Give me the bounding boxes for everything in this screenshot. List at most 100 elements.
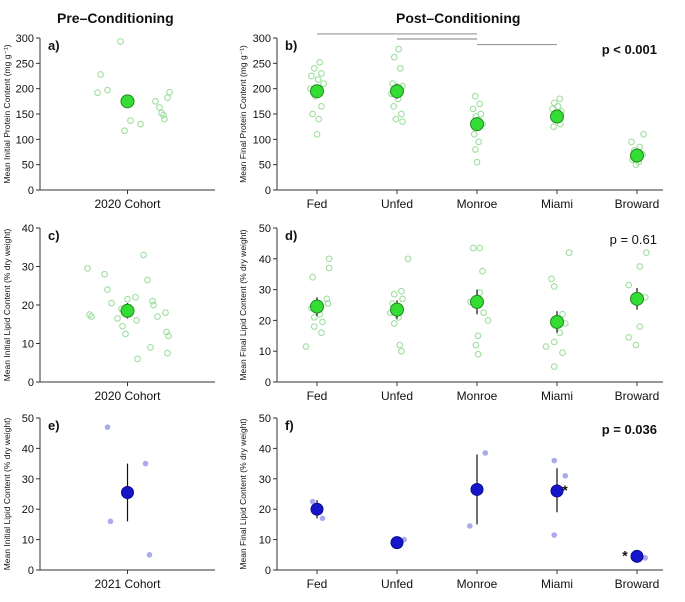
x-tick-label: Monroe bbox=[457, 577, 498, 591]
raw-data-point bbox=[548, 275, 555, 283]
raw-data-point bbox=[542, 343, 550, 350]
mean-data-point bbox=[310, 502, 324, 516]
raw-data-point bbox=[323, 295, 331, 303]
raw-data-point bbox=[133, 317, 140, 324]
raw-data-point bbox=[467, 523, 473, 529]
mean-data-point bbox=[550, 484, 564, 498]
raw-data-point bbox=[474, 332, 482, 340]
y-tick-label: 200 bbox=[253, 84, 271, 96]
mean-data-point bbox=[470, 294, 484, 309]
panel-label: b) bbox=[285, 38, 297, 53]
y-tick-label: 100 bbox=[16, 134, 34, 146]
mean-data-point bbox=[470, 482, 484, 496]
raw-data-point bbox=[390, 290, 398, 298]
x-tick-label: Unfed bbox=[381, 197, 413, 211]
raw-data-point bbox=[476, 100, 484, 108]
panel-d: 0 10 20 30 40 50 Mean Final Lipid Content (% d… bbox=[238, 223, 663, 403]
raw-data-point bbox=[395, 45, 403, 53]
y-tick-label: 0 bbox=[28, 377, 34, 389]
raw-data-point bbox=[309, 498, 316, 505]
p-value-annotation: p = 0.61 bbox=[610, 232, 657, 247]
raw-data-point bbox=[165, 332, 172, 340]
raw-data-point bbox=[396, 341, 404, 349]
y-tick-label: 0 bbox=[265, 565, 271, 577]
mean-data-point bbox=[550, 314, 564, 329]
panel-e: 0 10 20 30 40 50 Mean Initial Lipid Content (%… bbox=[2, 413, 215, 591]
y-tick-label: 300 bbox=[253, 33, 271, 45]
x-tick-label: Monroe bbox=[457, 197, 498, 211]
raw-data-point bbox=[149, 297, 156, 305]
raw-data-point bbox=[482, 450, 489, 456]
raw-data-point bbox=[550, 338, 558, 346]
y-tick-label: 40 bbox=[259, 443, 271, 455]
raw-data-point bbox=[320, 80, 327, 87]
y-tick-label: 30 bbox=[22, 474, 34, 486]
raw-data-point bbox=[147, 344, 154, 351]
header-pre-conditioning: Pre–Conditioning bbox=[57, 10, 174, 26]
raw-data-point bbox=[636, 263, 644, 270]
raw-data-point bbox=[150, 301, 157, 309]
raw-data-point bbox=[476, 289, 484, 297]
panel-b: 0 50 100 150 200 250 300 Mean Final Protein Con… bbox=[238, 33, 663, 211]
raw-data-point bbox=[137, 120, 144, 128]
raw-data-point bbox=[158, 109, 165, 117]
header-post-conditioning: Post–Conditioning bbox=[396, 10, 521, 26]
p-value-annotation: p < 0.001 bbox=[602, 42, 657, 57]
mean-data-point bbox=[390, 536, 404, 550]
raw-data-point bbox=[390, 103, 398, 110]
mean-data-point bbox=[630, 291, 644, 306]
raw-data-point bbox=[472, 341, 480, 349]
raw-data-point bbox=[550, 283, 558, 290]
panel-label: e) bbox=[48, 418, 60, 433]
y-tick-label: 30 bbox=[22, 262, 34, 274]
raw-data-point bbox=[562, 472, 569, 479]
raw-data-point bbox=[140, 251, 147, 259]
x-tick-label: Miami bbox=[541, 389, 573, 403]
y-tick-label: 10 bbox=[259, 535, 271, 547]
raw-data-point bbox=[554, 103, 562, 110]
raw-data-point bbox=[114, 315, 121, 322]
raw-data-point bbox=[309, 110, 316, 118]
y-tick-label: 150 bbox=[16, 109, 34, 121]
x-tick-label: 2021 Cohort bbox=[94, 577, 161, 591]
raw-data-point bbox=[550, 123, 558, 131]
raw-data-point bbox=[163, 328, 170, 336]
raw-data-point bbox=[121, 127, 128, 135]
y-tick-label: 40 bbox=[22, 223, 34, 235]
raw-data-point bbox=[315, 115, 323, 123]
mean-data-point bbox=[550, 109, 564, 124]
panel-label: d) bbox=[285, 228, 297, 243]
raw-data-point bbox=[469, 244, 477, 252]
raw-data-point bbox=[160, 111, 167, 119]
raw-data-point bbox=[625, 281, 633, 289]
raw-data-point bbox=[162, 309, 169, 317]
raw-data-point bbox=[156, 104, 163, 111]
raw-data-point bbox=[484, 317, 492, 324]
raw-data-point bbox=[152, 97, 159, 105]
raw-data-point bbox=[396, 65, 404, 72]
raw-data-point bbox=[399, 295, 406, 303]
raw-data-point bbox=[559, 310, 566, 318]
y-tick-label: 10 bbox=[259, 346, 271, 358]
raw-data-point bbox=[470, 130, 478, 138]
raw-data-point bbox=[124, 295, 131, 303]
raw-data-point bbox=[319, 318, 326, 326]
y-tick-label: 0 bbox=[265, 185, 271, 197]
y-tick-label: 50 bbox=[22, 160, 34, 172]
mean-data-point bbox=[310, 84, 324, 99]
x-tick-label: Unfed bbox=[381, 389, 413, 403]
y-tick-label: 50 bbox=[259, 413, 271, 425]
raw-data-point bbox=[551, 457, 558, 464]
raw-data-point bbox=[640, 130, 647, 138]
p-value-annotation: p = 0.036 bbox=[602, 422, 657, 437]
raw-data-point bbox=[310, 65, 318, 72]
raw-data-point bbox=[313, 130, 321, 138]
raw-data-point bbox=[404, 255, 412, 263]
raw-data-point bbox=[392, 115, 400, 123]
raw-data-point bbox=[550, 99, 558, 107]
raw-data-point bbox=[309, 273, 316, 281]
panel-f: 0 10 20 30 40 50 Mean Final Lipid Content (% d… bbox=[238, 413, 663, 591]
y-tick-label: 50 bbox=[22, 413, 34, 425]
raw-data-point bbox=[104, 286, 111, 293]
y-axis-label: Mean Initial Protein Content (mg g⁻¹) bbox=[2, 44, 12, 183]
